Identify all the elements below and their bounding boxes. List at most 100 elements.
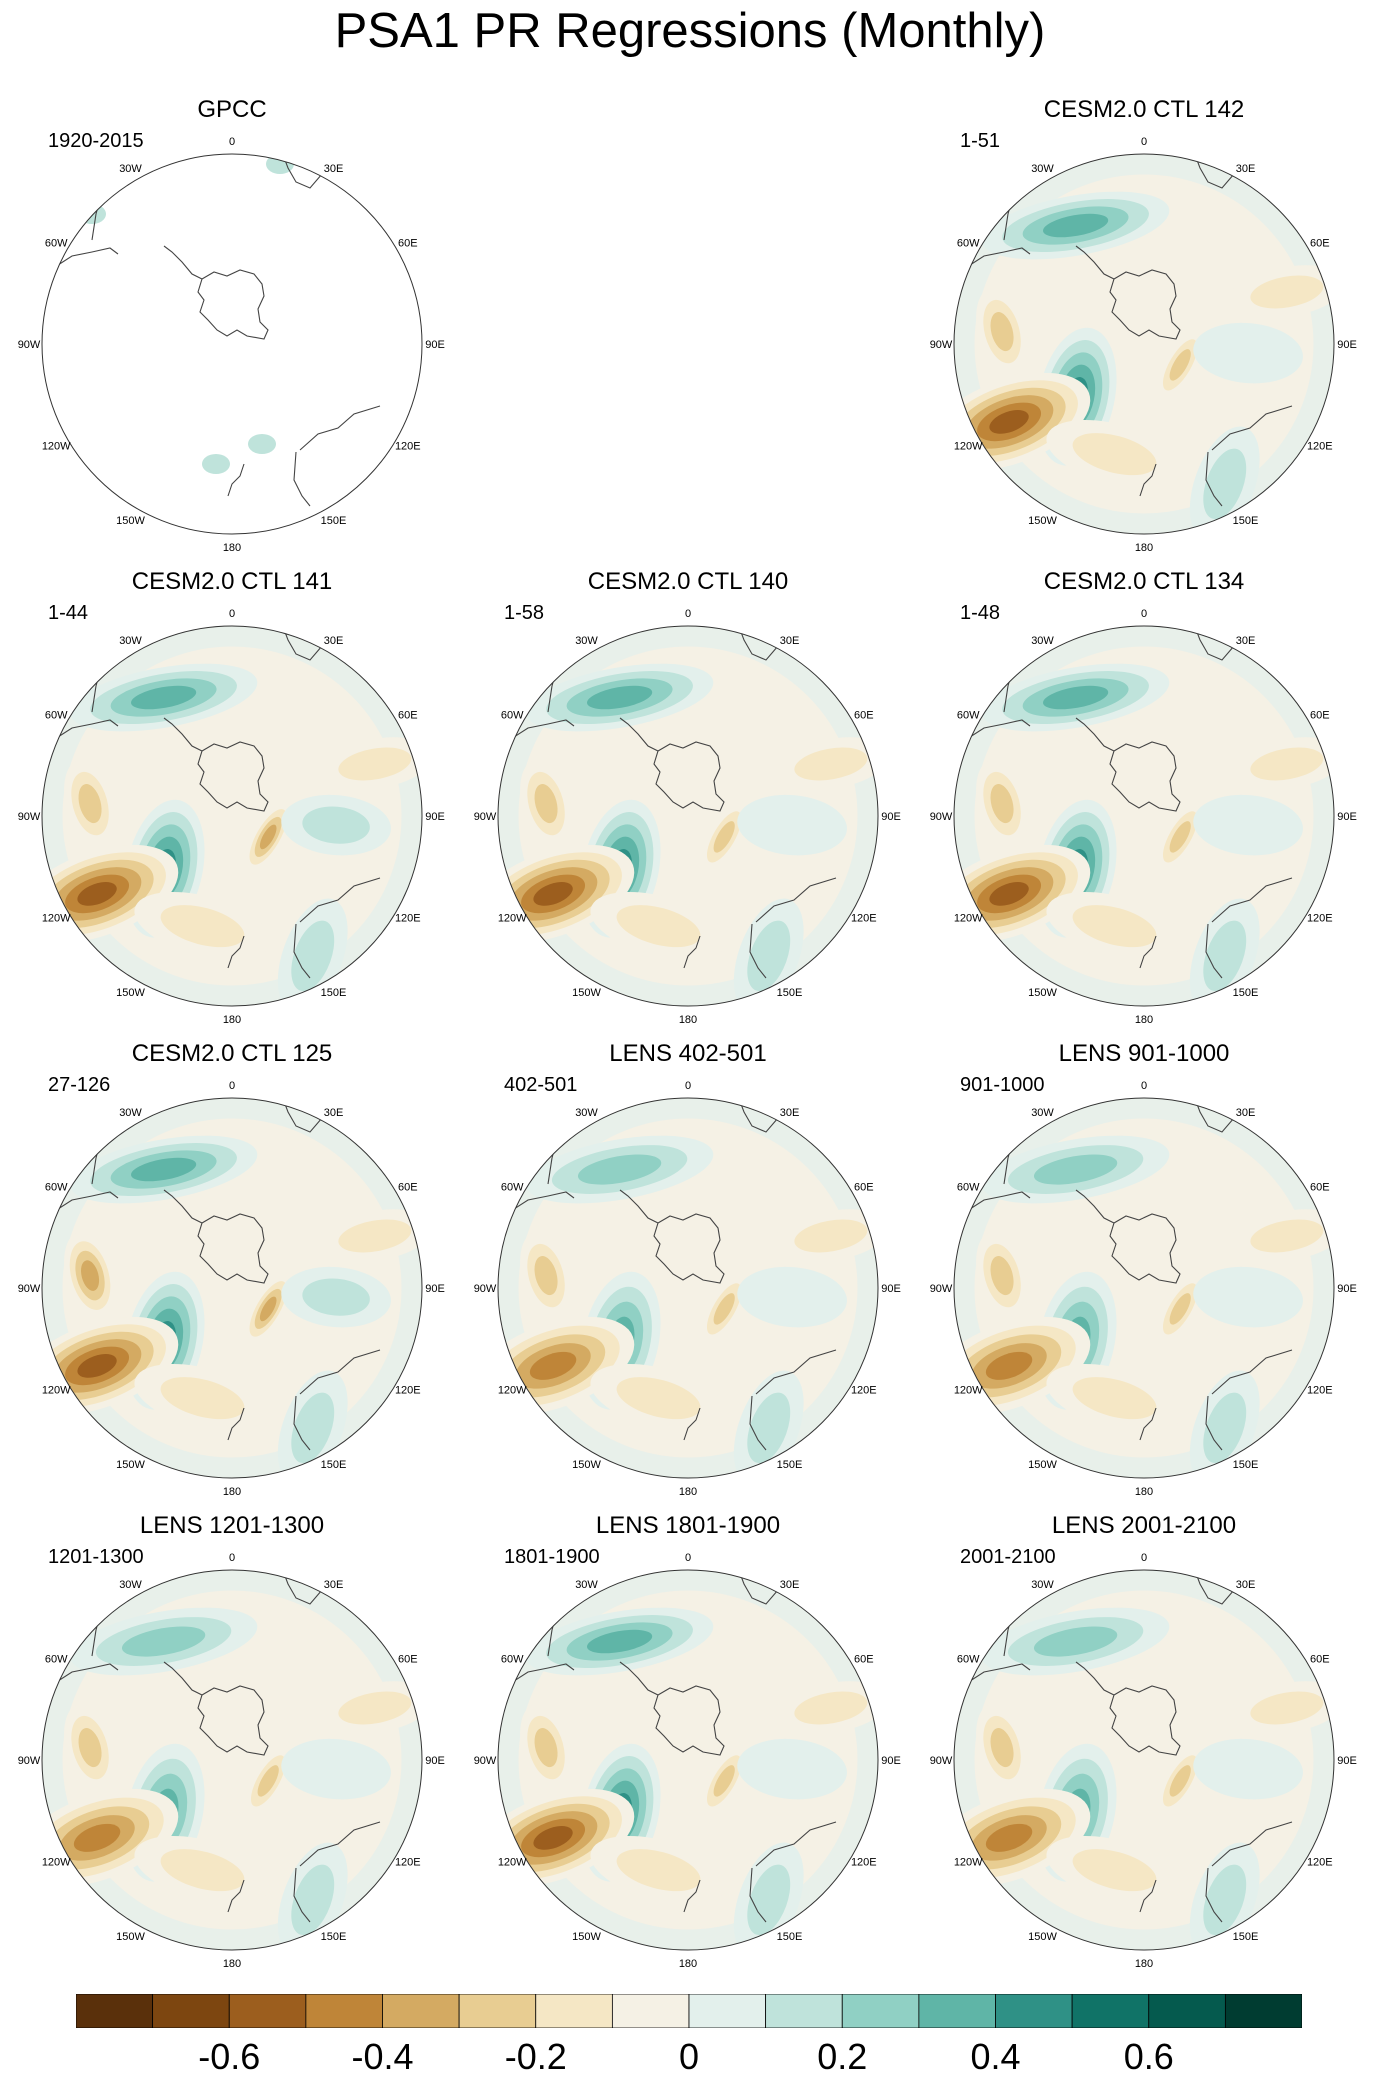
colorbar-swatch (995, 1994, 1073, 2028)
longitude-label: 30E (1236, 1579, 1256, 1591)
panel-title: LENS 901-1000 (1058, 1040, 1230, 1067)
anomaly-contour (1193, 794, 1303, 856)
longitude-label: 90E (1337, 339, 1357, 351)
map-background (42, 154, 422, 534)
polar-map: 0 30E 60E 90E 120E 150E 180 150W 120W 90W 60W 30W (930, 1552, 1357, 1970)
longitude-label: 30E (1236, 163, 1256, 175)
longitude-label: 90W (18, 339, 41, 351)
longitude-label: 150W (1028, 1459, 1057, 1471)
map-panel: LENS 402-501 402-501 0 30E 60E 90E 120E 150E 180… (468, 1040, 908, 1500)
longitude-label: 30E (324, 635, 344, 647)
longitude-label: 60E (1310, 1654, 1330, 1666)
anomaly-contour (1043, 685, 1109, 710)
precip-field (42, 1098, 422, 1478)
longitude-label: 90E (425, 811, 445, 823)
longitude-label: 30E (324, 1579, 344, 1591)
page-title: PSA1 PR Regressions (Monthly) (334, 4, 1046, 58)
anomaly-contour (257, 1765, 279, 1797)
polar-map: 0 30E 60E 90E 120E 150E 180 150W 120W 90W 60W 30W (930, 136, 1357, 554)
longitude-label: 150W (116, 1931, 145, 1943)
longitude-label: 30W (575, 1579, 598, 1591)
anomaly-contour (1250, 1219, 1324, 1253)
longitude-label: 180 (1135, 1486, 1153, 1498)
anomaly-contour (1203, 448, 1247, 520)
longitude-label: 150E (1233, 1459, 1259, 1471)
anomaly-contour (1043, 213, 1109, 238)
anomaly-contour (737, 1266, 847, 1328)
longitude-label: 0 (229, 1080, 235, 1092)
anomaly-contour (713, 821, 735, 853)
longitude-label: 180 (1135, 1958, 1153, 1970)
longitude-label: 150E (321, 987, 347, 999)
anomaly-contour (989, 410, 1029, 434)
precip-field (954, 626, 1334, 1006)
longitude-label: 30W (119, 635, 142, 647)
panel-period: 1-48 (960, 602, 1001, 624)
anomaly-contour (1033, 1626, 1118, 1657)
anomaly-contour (1250, 275, 1324, 309)
anomaly-contour (78, 784, 102, 824)
longitude-label: 30W (119, 163, 142, 175)
longitude-label: 180 (1135, 1014, 1153, 1026)
longitude-label: 90E (425, 1283, 445, 1295)
colorbar-swatch (688, 1994, 767, 2028)
longitude-label: 30W (1031, 635, 1054, 647)
longitude-label: 30W (1031, 1107, 1054, 1119)
longitude-label: 120E (1307, 1857, 1333, 1869)
panel-period: 1-51 (960, 130, 1001, 152)
colorbar-tick-label: -0.6 (198, 2036, 261, 2077)
longitude-label: 90E (881, 1283, 901, 1295)
anomaly-contour (747, 1864, 791, 1936)
panel-period: 2001-2100 (960, 1546, 1056, 1568)
panel-period: 402-501 (504, 1074, 578, 1096)
polar-map: 0 30E 60E 90E 120E 150E 180 150W 120W 90W 60W 30W (474, 1552, 901, 1970)
longitude-label: 150E (321, 515, 347, 527)
longitude-label: 150E (321, 1931, 347, 1943)
longitude-label: 180 (679, 1014, 697, 1026)
longitude-label: 150E (777, 1931, 803, 1943)
panel-period: 1201-1300 (48, 1546, 144, 1568)
anomaly-contour (78, 204, 106, 224)
anomaly-contour (737, 1738, 847, 1800)
longitude-label: 90W (18, 1755, 41, 1767)
colorbar-tick-label: 0.4 (970, 2036, 1021, 2077)
panel-period: 901-1000 (960, 1074, 1045, 1096)
panel-period: 27-126 (48, 1074, 111, 1096)
polar-map: 0 30E 60E 90E 120E 150E 180 150W 120W 90W 60W 30W (474, 608, 901, 1026)
map-panel: CESM2.0 CTL 134 1-48 0 30E 60E 90E 120E 150E 180… (924, 568, 1364, 1028)
longitude-label: 60E (398, 1654, 418, 1666)
polar-map: 0 30E 60E 90E 120E 150E 180 150W 120W 90W 60W 30W (930, 1080, 1357, 1498)
precip-field (42, 1570, 422, 1950)
map-border (41, 625, 423, 1007)
longitude-label: 180 (223, 1014, 241, 1026)
polar-map: 0 30E 60E 90E 120E 150E 180 150W 120W 90W 60W 30W (474, 1080, 901, 1498)
longitude-label: 90W (474, 1283, 497, 1295)
longitude-label: 90W (930, 1283, 953, 1295)
anomaly-contour (1169, 349, 1191, 381)
anomaly-contour (81, 1260, 100, 1291)
anomaly-contour (1033, 1154, 1118, 1185)
longitude-label: 30E (1236, 1107, 1256, 1119)
anomaly-contour (160, 1849, 245, 1892)
longitude-label: 150E (777, 987, 803, 999)
colorbar-tick-label: 0 (678, 2036, 700, 2077)
longitude-label: 180 (223, 542, 241, 554)
longitude-label: 120E (1307, 1385, 1333, 1397)
map-panel: CESM2.0 CTL 142 1-51 0 30E 60E 90E 120E 150E 180… (924, 96, 1364, 556)
longitude-label: 90W (474, 811, 497, 823)
panel-title: CESM2.0 CTL 141 (131, 568, 333, 595)
longitude-label: 120E (1307, 913, 1333, 925)
longitude-label: 120E (395, 441, 421, 453)
colorbar-swatch (765, 1994, 843, 2028)
anomaly-contour (281, 1738, 391, 1800)
anomaly-contour (1072, 433, 1157, 476)
map-border (953, 625, 1335, 1007)
panel-title: LENS 1801-1900 (595, 1512, 781, 1539)
longitude-label: 60W (957, 238, 980, 250)
anomaly-contour (533, 882, 573, 906)
anomaly-contour (989, 882, 1029, 906)
anomaly-contour (1193, 1738, 1303, 1800)
colorbar-swatch (841, 1994, 920, 2028)
longitude-label: 90W (930, 339, 953, 351)
map-border (41, 153, 423, 535)
